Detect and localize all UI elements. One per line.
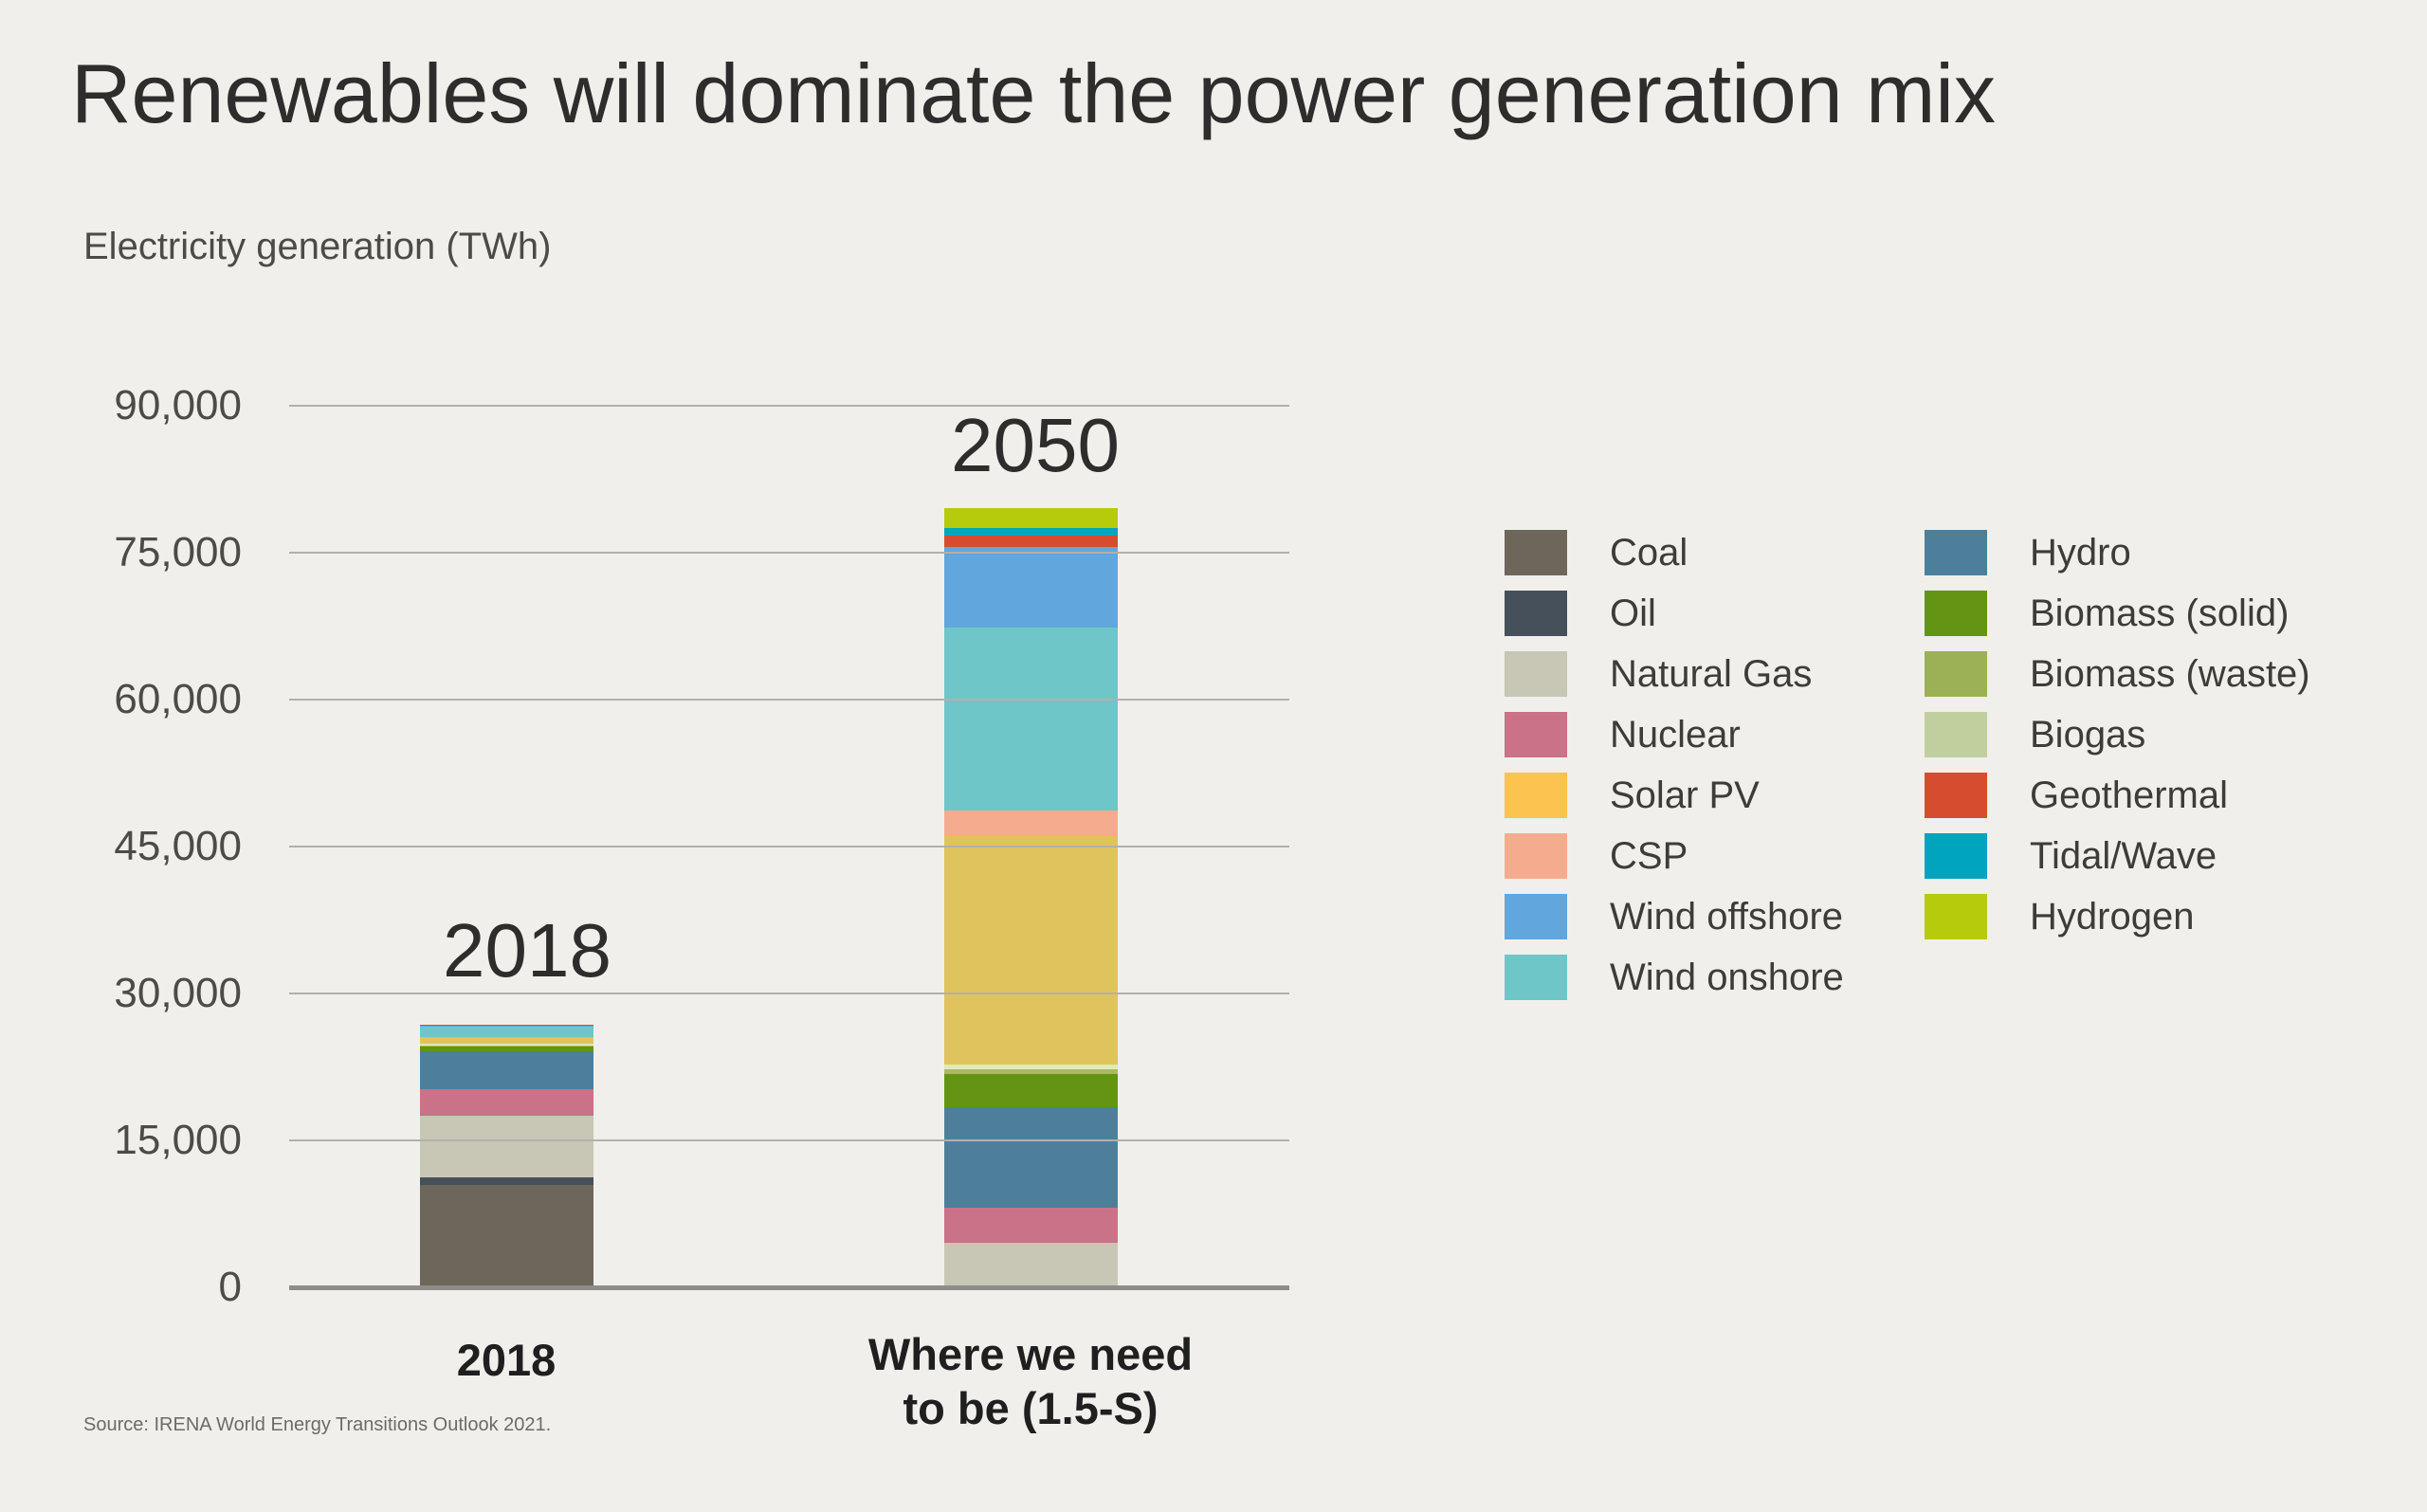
x-axis-label-target: Where we need to be (1.5-S)	[825, 1327, 1236, 1435]
x-axis-line	[289, 1285, 1289, 1290]
legend-label-coal: Coal	[1610, 531, 1688, 574]
legend-column-left: Coal Oil Natural Gas Nuclear Solar PV CSP Wind…	[1505, 530, 1844, 1015]
legend-item-nuclear: Nuclear	[1505, 712, 1844, 757]
legend-label-biogas: Biogas	[2030, 713, 2146, 756]
bar-annotation-2018: 2018	[443, 908, 611, 993]
bar-segment-nuclear	[420, 1089, 593, 1117]
legend-label-solar-pv: Solar PV	[1610, 774, 1760, 816]
legend-swatch-natural-gas	[1505, 651, 1567, 697]
bar-segment-natural-gas	[944, 1242, 1118, 1286]
legend-swatch-geothermal	[1925, 773, 1987, 818]
bar-segment-biomass-solid	[944, 1073, 1118, 1107]
legend-item-natural-gas: Natural Gas	[1505, 651, 1844, 697]
page-title: Renewables will dominate the power gener…	[71, 46, 1996, 140]
bar-segment-biomass-waste	[420, 1045, 593, 1047]
legend-label-wind-offshore: Wind offshore	[1610, 895, 1844, 938]
y-tick-label-15-000: 15,000	[114, 1117, 242, 1163]
legend-label-biomass-waste: Biomass (waste)	[2030, 652, 2310, 695]
bar-segment-biogas	[420, 1044, 593, 1046]
bar-segment-geothermal	[420, 1024, 593, 1026]
legend-item-hydro: Hydro	[1925, 530, 2310, 575]
bar-segment-hydro	[944, 1106, 1118, 1209]
legend-swatch-oil	[1505, 591, 1567, 636]
stacked-bar-2050	[944, 507, 1118, 1286]
legend-item-coal: Coal	[1505, 530, 1844, 575]
y-tick-label-0: 0	[218, 1264, 242, 1310]
bar-annotation-2050: 2050	[951, 403, 1120, 487]
bar-segment-oil	[420, 1177, 593, 1185]
x-axis-label-2018: 2018	[456, 1335, 557, 1385]
chart-ylabel: Electricity generation (TWh)	[83, 226, 552, 267]
legend-label-nuclear: Nuclear	[1610, 713, 1741, 756]
bar-segment-wind-offshore	[944, 547, 1118, 628]
legend-swatch-biomass-waste	[1925, 651, 1987, 697]
legend-swatch-biomass-solid	[1925, 591, 1987, 636]
legend-item-wind-offshore: Wind offshore	[1505, 894, 1844, 939]
legend-swatch-tidal-wave	[1925, 833, 1987, 879]
gridline-15-000	[289, 1139, 1289, 1141]
legend-item-biomass-waste: Biomass (waste)	[1925, 651, 2310, 697]
legend-swatch-wind-onshore	[1505, 955, 1567, 1000]
legend-item-tidal-wave: Tidal/Wave	[1925, 833, 2310, 879]
legend-label-wind-onshore: Wind onshore	[1610, 956, 1844, 998]
legend-label-hydrogen: Hydrogen	[2030, 895, 2195, 938]
bar-segment-biogas	[944, 1064, 1118, 1069]
legend-label-natural-gas: Natural Gas	[1610, 652, 1813, 695]
legend-label-hydro: Hydro	[2030, 531, 2131, 574]
legend-swatch-nuclear	[1505, 712, 1567, 757]
legend-label-geothermal: Geothermal	[2030, 774, 2228, 816]
legend-swatch-hydro	[1925, 530, 1987, 575]
bar-segment-csp	[944, 811, 1118, 837]
gridline-60-000	[289, 699, 1289, 701]
legend-swatch-solar-pv	[1505, 773, 1567, 818]
legend-swatch-hydrogen	[1925, 894, 1987, 939]
bar-segment-hydro	[420, 1051, 593, 1090]
y-tick-label-75-000: 75,000	[114, 529, 242, 575]
legend-item-solar-pv: Solar PV	[1505, 773, 1844, 818]
legend-swatch-coal	[1505, 530, 1567, 575]
bar-segment-solar-pv	[420, 1037, 593, 1045]
y-axis-labels: 90,000 75,000 60,000 45,000 30,000 15,000 0	[57, 385, 242, 1308]
bar-segment-biomass-solid	[420, 1046, 593, 1052]
bar-segment-tidal-wave	[944, 527, 1118, 537]
legend-item-wind-onshore: Wind onshore	[1505, 955, 1844, 1000]
legend-label-oil: Oil	[1610, 592, 1656, 634]
gridline-75-000	[289, 552, 1289, 554]
legend-swatch-biogas	[1925, 712, 1987, 757]
legend-item-biogas: Biogas	[1925, 712, 2310, 757]
bar-segment-natural-gas	[420, 1116, 593, 1178]
y-tick-label-60-000: 60,000	[114, 676, 242, 722]
bar-segment-nuclear	[944, 1208, 1118, 1243]
legend-item-csp: CSP	[1505, 833, 1844, 879]
stacked-bar-2018	[420, 1024, 593, 1286]
legend-swatch-csp	[1505, 833, 1567, 879]
legend-column-right: Hydro Biomass (solid) Biomass (waste) Bioga…	[1925, 530, 2310, 955]
y-tick-label-90-000: 90,000	[114, 382, 242, 428]
legend-item-geothermal: Geothermal	[1925, 773, 2310, 818]
bar-segment-wind-onshore	[420, 1026, 593, 1038]
bar-segment-solar-pv	[944, 836, 1118, 1065]
legend-label-tidal-wave: Tidal/Wave	[2030, 834, 2217, 877]
y-tick-label-30-000: 30,000	[114, 970, 242, 1016]
x-axis-label-target-line2: to be (1.5-S)	[903, 1383, 1159, 1433]
gridline-90-000	[289, 405, 1289, 407]
bar-segment-hydrogen	[944, 507, 1118, 528]
legend-swatch-wind-offshore	[1505, 894, 1567, 939]
legend-item-hydrogen: Hydrogen	[1925, 894, 2310, 939]
gridline-45-000	[289, 846, 1289, 847]
x-axis-label-target-line1: Where we need	[867, 1329, 1194, 1379]
bar-segment-biomass-waste	[944, 1068, 1118, 1074]
bar-segment-wind-onshore	[944, 628, 1118, 811]
legend-label-csp: CSP	[1610, 834, 1688, 877]
legend-item-oil: Oil	[1505, 591, 1844, 636]
plot-area	[289, 405, 1289, 1290]
bar-segment-geothermal	[944, 536, 1118, 548]
y-tick-label-45-000: 45,000	[114, 823, 242, 869]
source-note: Source: IRENA World Energy Transitions O…	[83, 1414, 552, 1435]
legend-item-biomass-solid: Biomass (solid)	[1925, 591, 2310, 636]
bar-segment-coal	[420, 1184, 593, 1286]
bar-segment-wind-offshore	[420, 1025, 593, 1027]
legend-label-biomass-solid: Biomass (solid)	[2030, 592, 2290, 634]
gridline-30-000	[289, 993, 1289, 994]
